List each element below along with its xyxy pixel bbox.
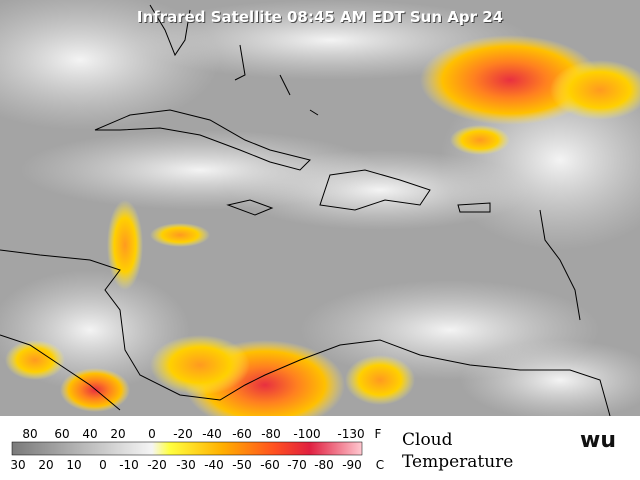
legend: Cloud Temperature wu 80 60 40 20 0 -20 -40 -60-… (0, 416, 640, 480)
celsius-label: 30 (10, 458, 25, 472)
fahrenheit-label: 80 (22, 427, 37, 441)
celsius-label: -30 (176, 458, 196, 472)
fahrenheit-label: 40 (82, 427, 97, 441)
fahrenheit-label: -130 (337, 427, 364, 441)
color-scale (11, 441, 363, 456)
title-shadow: Infrared Satellite 08:45 AM EDT Sun Apr … (138, 9, 504, 27)
logo: wu (578, 424, 624, 453)
fahrenheit-label: 60 (54, 427, 69, 441)
fahrenheit-label: -100 (293, 427, 320, 441)
celsius-label: -20 (147, 458, 167, 472)
celsius-label: -10 (119, 458, 139, 472)
satellite-map: Infrared Satellite 08:45 AM EDT Sun Apr … (0, 0, 640, 430)
fahrenheit-label: -20 (173, 427, 193, 441)
caption-line: Temperature (402, 452, 513, 472)
celsius-label: 20 (38, 458, 53, 472)
fahrenheit-unit: F (375, 427, 382, 441)
fahrenheit-label: -60 (232, 427, 252, 441)
fahrenheit-label: -40 (202, 427, 222, 441)
celsius-label: -90 (342, 458, 362, 472)
fahrenheit-label: 0 (148, 427, 156, 441)
caption-line: Cloud (402, 430, 453, 450)
celsius-label: -40 (204, 458, 224, 472)
celsius-label: -80 (314, 458, 334, 472)
title: Infrared Satellite 08:45 AM EDT Sun Apr … (137, 8, 503, 26)
celsius-label: 0 (99, 458, 107, 472)
celsius-label: -70 (287, 458, 307, 472)
logo-text: wu (580, 428, 616, 453)
celsius-label: 10 (66, 458, 81, 472)
fahrenheit-label: 20 (110, 427, 125, 441)
fahrenheit-label: -80 (261, 427, 281, 441)
celsius-label: -60 (260, 458, 280, 472)
celsius-label: -50 (232, 458, 252, 472)
celsius-unit: C (376, 458, 384, 472)
